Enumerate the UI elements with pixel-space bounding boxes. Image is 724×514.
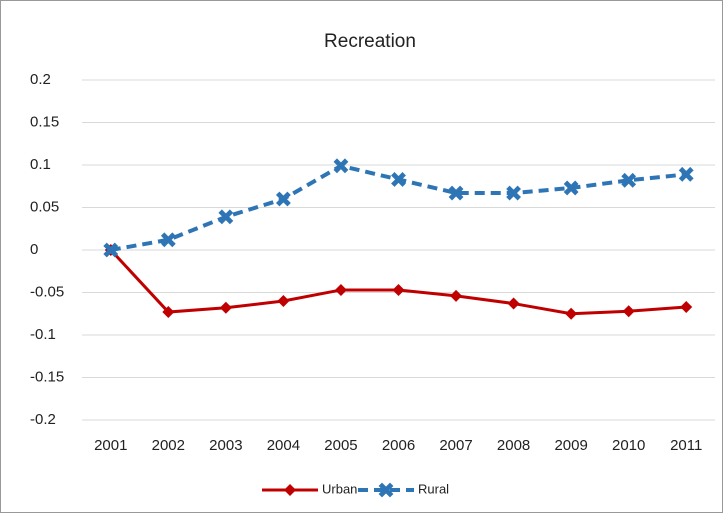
y-tick-label: 0.1 [30, 156, 51, 173]
data-point [219, 301, 232, 314]
y-tick-label: 0.05 [30, 198, 59, 215]
data-point [160, 232, 176, 248]
x-tick-label: 2001 [94, 437, 127, 454]
legend-marker [284, 484, 296, 496]
chart-title: Recreation [324, 31, 416, 52]
data-point [680, 300, 693, 313]
data-point [563, 180, 579, 196]
x-tick-label: 2010 [612, 437, 645, 454]
y-tick-label: -0.1 [30, 326, 56, 343]
x-tick-label: 2005 [324, 437, 357, 454]
data-point [277, 295, 290, 307]
data-point [392, 283, 405, 296]
x-tick-label: 2011 [670, 437, 702, 454]
y-tick-label: -0.05 [30, 283, 64, 300]
data-point [275, 191, 291, 207]
data-point [621, 172, 637, 188]
x-tick-label: 2007 [439, 437, 472, 454]
y-tick-label: -0.2 [30, 411, 56, 428]
x-tick-label: 2009 [554, 437, 587, 454]
data-point [391, 172, 406, 187]
x-tick-label: 2002 [152, 437, 185, 454]
data-point [162, 306, 175, 319]
data-point [103, 242, 119, 258]
data-point [218, 209, 234, 225]
x-tick-label: 2003 [209, 437, 242, 454]
legend-label: Rural [418, 481, 449, 496]
data-point [448, 185, 464, 201]
data-point [622, 305, 635, 318]
y-tick-label: 0.15 [30, 113, 59, 130]
x-tick-label: 2008 [497, 437, 530, 454]
data-point [506, 185, 522, 201]
y-tick-label: -0.15 [30, 368, 64, 385]
data-point [565, 307, 578, 320]
data-point [450, 289, 463, 302]
data-point [678, 166, 694, 182]
data-point [333, 158, 349, 174]
x-tick-label: 2004 [267, 437, 300, 454]
legend-marker [378, 482, 394, 498]
data-point [334, 283, 347, 296]
y-tick-label: 0.2 [30, 71, 51, 88]
data-point [507, 297, 520, 310]
x-tick-label: 2006 [382, 437, 415, 454]
legend-label: Urban [322, 481, 357, 496]
y-tick-label: 0 [30, 241, 38, 258]
